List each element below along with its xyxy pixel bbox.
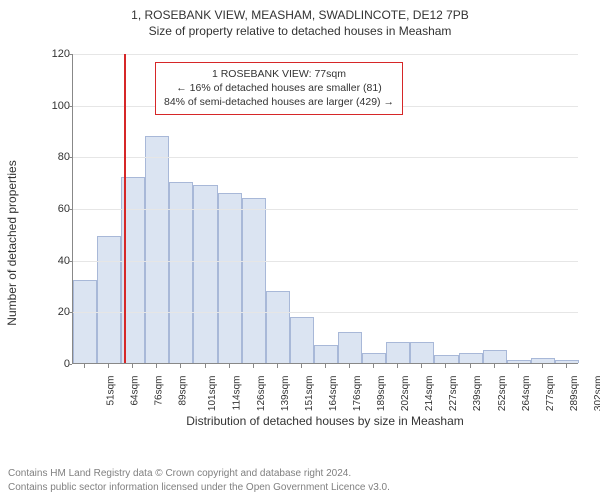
xtick-mark — [301, 364, 302, 368]
xtick-label: 202sqm — [400, 376, 411, 412]
gridline — [73, 54, 578, 55]
xtick-mark — [205, 364, 206, 368]
histogram-bar — [531, 358, 555, 363]
xtick-label: 239sqm — [473, 376, 484, 412]
histogram-bar — [145, 136, 169, 363]
xtick-label: 151sqm — [304, 376, 315, 412]
xtick-mark — [180, 364, 181, 368]
histogram-bar — [73, 280, 97, 363]
ytick-label: 60 — [48, 203, 70, 215]
xtick-label: 64sqm — [130, 376, 141, 406]
xtick-label: 277sqm — [545, 376, 556, 412]
histogram-bar — [386, 342, 410, 363]
annotation-line3: 84% of semi-detached houses are larger (… — [164, 95, 394, 109]
ytick-label: 40 — [48, 255, 70, 267]
xtick-mark — [132, 364, 133, 368]
ytick-mark — [68, 364, 72, 365]
xtick-mark — [470, 364, 471, 368]
xtick-label: 101sqm — [208, 376, 219, 412]
ytick-label: 100 — [48, 100, 70, 112]
xtick-label: 139sqm — [280, 376, 291, 412]
xtick-label: 214sqm — [424, 376, 435, 412]
histogram-bar — [362, 353, 386, 363]
page-title-address: 1, ROSEBANK VIEW, MEASHAM, SWADLINCOTE, … — [0, 8, 600, 22]
histogram-bar — [410, 342, 434, 363]
xtick-mark — [325, 364, 326, 368]
ytick-mark — [68, 312, 72, 313]
ytick-mark — [68, 157, 72, 158]
xtick-mark — [349, 364, 350, 368]
xtick-mark — [253, 364, 254, 368]
page-subtitle: Size of property relative to detached ho… — [0, 24, 600, 38]
ytick-mark — [68, 106, 72, 107]
histogram-bar — [290, 317, 314, 364]
plot-area: 1 ROSEBANK VIEW: 77sqm ← 16% of detached… — [72, 54, 578, 364]
xtick-mark — [397, 364, 398, 368]
x-axis-label: Distribution of detached houses by size … — [72, 414, 578, 428]
gridline — [73, 157, 578, 158]
xtick-label: 252sqm — [497, 376, 508, 412]
y-axis-label: Number of detached properties — [5, 160, 19, 325]
annotation-line1: 1 ROSEBANK VIEW: 77sqm — [164, 67, 394, 81]
ytick-label: 120 — [48, 48, 70, 60]
histogram-bar — [459, 353, 483, 363]
xtick-mark — [566, 364, 567, 368]
annotation-box: 1 ROSEBANK VIEW: 77sqm ← 16% of detached… — [155, 62, 403, 115]
xtick-label: 227sqm — [448, 376, 459, 412]
xtick-mark — [277, 364, 278, 368]
xtick-mark — [156, 364, 157, 368]
gridline — [73, 312, 578, 313]
xtick-label: 89sqm — [178, 376, 189, 406]
ytick-mark — [68, 54, 72, 55]
xtick-label: 164sqm — [328, 376, 339, 412]
ytick-mark — [68, 261, 72, 262]
histogram-bar — [218, 193, 242, 364]
histogram-bar — [266, 291, 290, 363]
histogram-bar — [314, 345, 338, 363]
histogram-bar — [97, 236, 121, 363]
histogram-bar — [507, 360, 531, 363]
xtick-mark — [445, 364, 446, 368]
property-marker-line — [124, 54, 126, 363]
histogram-bar — [434, 355, 458, 363]
xtick-label: 302sqm — [593, 376, 600, 412]
xtick-mark — [518, 364, 519, 368]
xtick-mark — [421, 364, 422, 368]
xtick-label: 189sqm — [376, 376, 387, 412]
gridline — [73, 209, 578, 210]
xtick-mark — [84, 364, 85, 368]
histogram-bar — [555, 360, 579, 363]
annotation-line2: ← 16% of detached houses are smaller (81… — [164, 81, 394, 95]
xtick-mark — [373, 364, 374, 368]
ytick-label: 80 — [48, 151, 70, 163]
xtick-label: 51sqm — [106, 376, 117, 406]
ytick-label: 0 — [48, 358, 70, 370]
attribution-footer: Contains HM Land Registry data © Crown c… — [8, 467, 390, 494]
xtick-mark — [494, 364, 495, 368]
xtick-label: 264sqm — [521, 376, 532, 412]
xtick-label: 114sqm — [231, 376, 242, 411]
histogram-bar — [483, 350, 507, 363]
xtick-label: 126sqm — [256, 376, 267, 412]
xtick-label: 176sqm — [352, 376, 363, 412]
gridline — [73, 261, 578, 262]
xtick-mark — [229, 364, 230, 368]
footer-line1: Contains HM Land Registry data © Crown c… — [8, 467, 390, 481]
xtick-label: 76sqm — [154, 376, 165, 406]
xtick-mark — [542, 364, 543, 368]
histogram-bar — [338, 332, 362, 363]
histogram-bar — [242, 198, 266, 363]
ytick-mark — [68, 209, 72, 210]
xtick-mark — [108, 364, 109, 368]
chart-container: Number of detached properties 1 ROSEBANK… — [18, 48, 588, 438]
footer-line2: Contains public sector information licen… — [8, 481, 390, 495]
xtick-label: 289sqm — [569, 376, 580, 412]
ytick-label: 20 — [48, 306, 70, 318]
histogram-bar — [193, 185, 217, 363]
